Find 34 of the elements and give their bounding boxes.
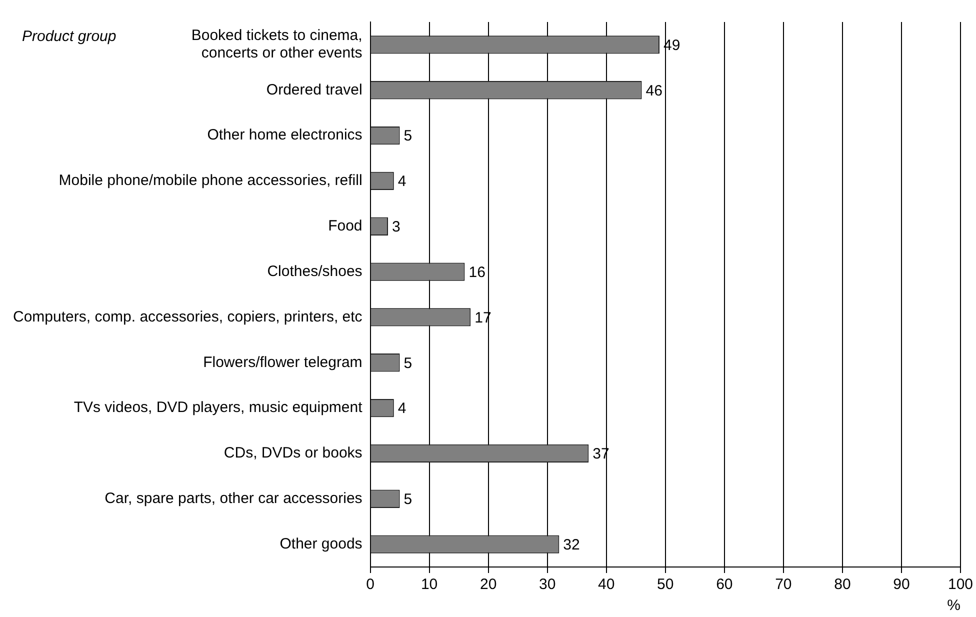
x-tick-label: 70: [775, 576, 792, 594]
y-tick-label: Other home electronics: [207, 126, 362, 144]
x-tick-label: 100: [948, 576, 973, 594]
y-tick-label: Car, spare parts, other car accessories: [104, 490, 362, 508]
y-tick-label: Ordered travel: [266, 81, 362, 98]
y-tick-label: Food: [328, 218, 362, 235]
y-tick-label: CDs, DVDs or books: [224, 444, 362, 462]
y-tick-label: Computers, comp. accessories, copiers, printers, etc: [12, 308, 363, 326]
y-axis-title: Product group: [22, 28, 116, 45]
data-label: 5: [404, 354, 412, 372]
data-label: 4: [398, 173, 406, 190]
y-tick-label: Booked tickets to cinema, concerts or other events: [191, 27, 362, 62]
y-tick-label: Clothes/shoes: [267, 262, 362, 280]
x-tick-label: 0: [366, 576, 374, 594]
y-tick-label: TVs videos, DVD players, music equipment: [74, 399, 364, 416]
x-tick-label: 90: [893, 576, 910, 594]
y-tick-label: Flowers/flower telegram: [203, 354, 362, 371]
x-tick-label: 10: [420, 576, 438, 594]
data-label: 5: [404, 491, 412, 508]
x-tick-label: 80: [834, 576, 851, 594]
x-tick-label: 20: [480, 576, 497, 594]
x-tick-label: 30: [539, 576, 556, 594]
x-tick-label: 50: [657, 576, 674, 594]
data-label: 46: [646, 82, 662, 100]
data-label: 16: [468, 264, 486, 281]
x-tick-label: 60: [716, 576, 733, 594]
y-tick-label: Other goods: [280, 535, 362, 552]
data-label: 4: [398, 400, 406, 418]
data-label: 32: [563, 536, 580, 554]
x-axis-title: %: [947, 597, 960, 614]
data-label: 5: [404, 128, 412, 145]
y-tick-label: Mobile phone/mobile phone accessories, refill: [58, 172, 362, 190]
data-label: 3: [392, 218, 400, 236]
x-tick-label: 40: [598, 576, 615, 594]
